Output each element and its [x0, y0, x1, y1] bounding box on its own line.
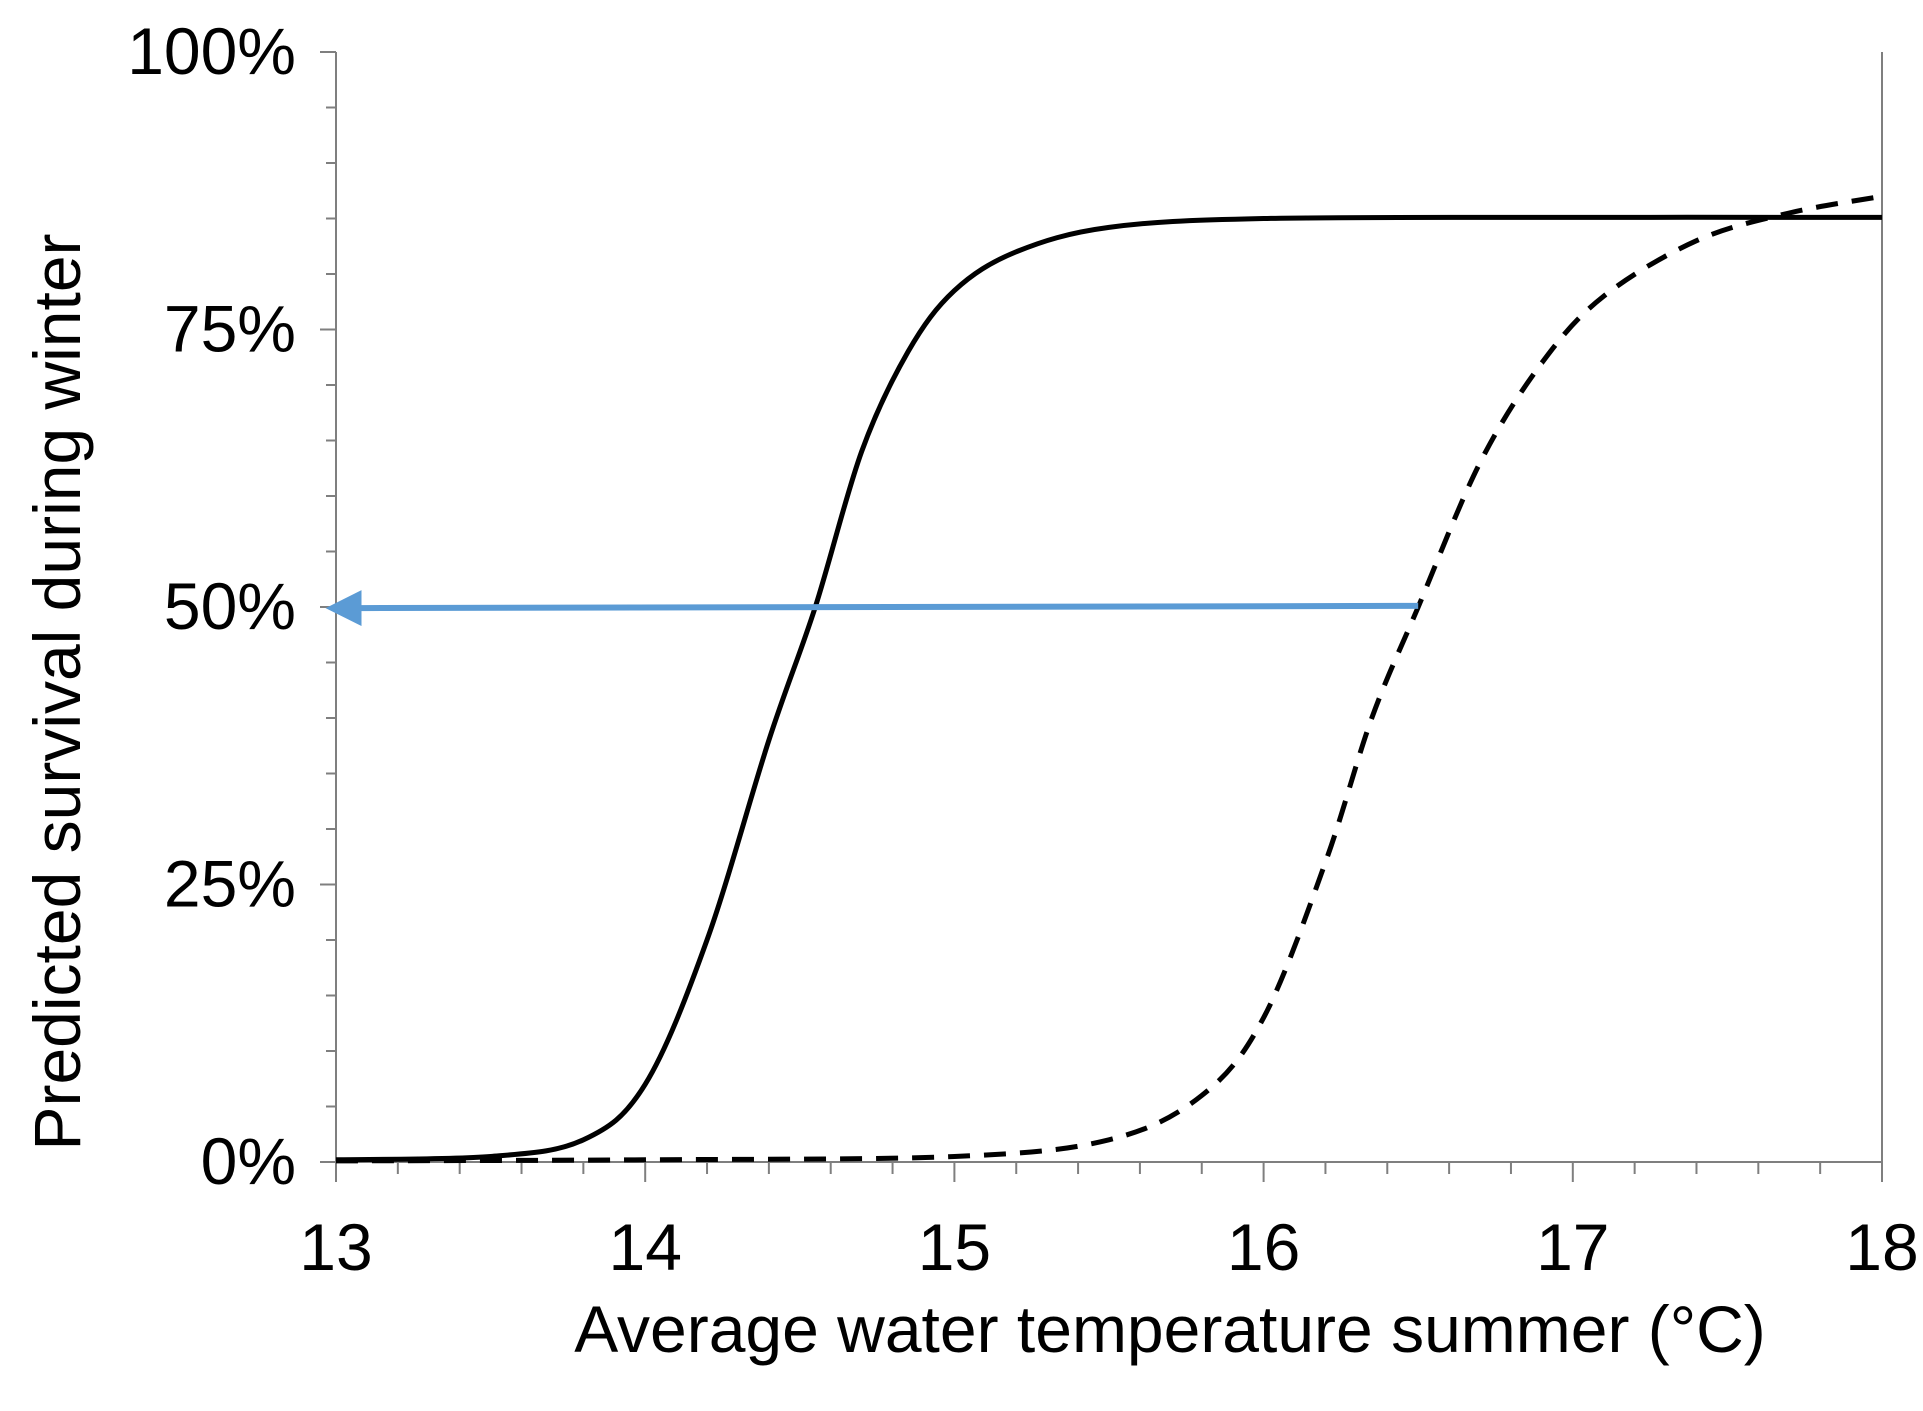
solid-series-line [335, 214, 1883, 1163]
plot-area [325, 193, 1883, 1164]
dashed-series-line [335, 193, 1883, 1164]
x-tick-label: 14 [608, 1210, 681, 1284]
y-tick-label: 100% [127, 14, 296, 88]
x-axis-title: Average water temperature summer (°C) [574, 1292, 1766, 1366]
axes: 0% 25% 50% 75% 100% 13 14 15 16 17 18 [127, 14, 1919, 1284]
x-tick-label: 15 [918, 1210, 991, 1284]
y-tick-label: 50% [164, 569, 296, 643]
y-tick-label: 25% [164, 847, 296, 921]
y-tick-label: 75% [164, 292, 296, 366]
y-tick-label: 0% [201, 1124, 296, 1198]
x-tick-label: 13 [299, 1210, 372, 1284]
x-tick-label: 16 [1227, 1210, 1300, 1284]
arrow-annotation [325, 590, 1419, 627]
y-axis-title: Predicted survival during winter [20, 233, 94, 1150]
x-tick-label: 17 [1536, 1210, 1609, 1284]
x-tick-label: 18 [1845, 1210, 1918, 1284]
